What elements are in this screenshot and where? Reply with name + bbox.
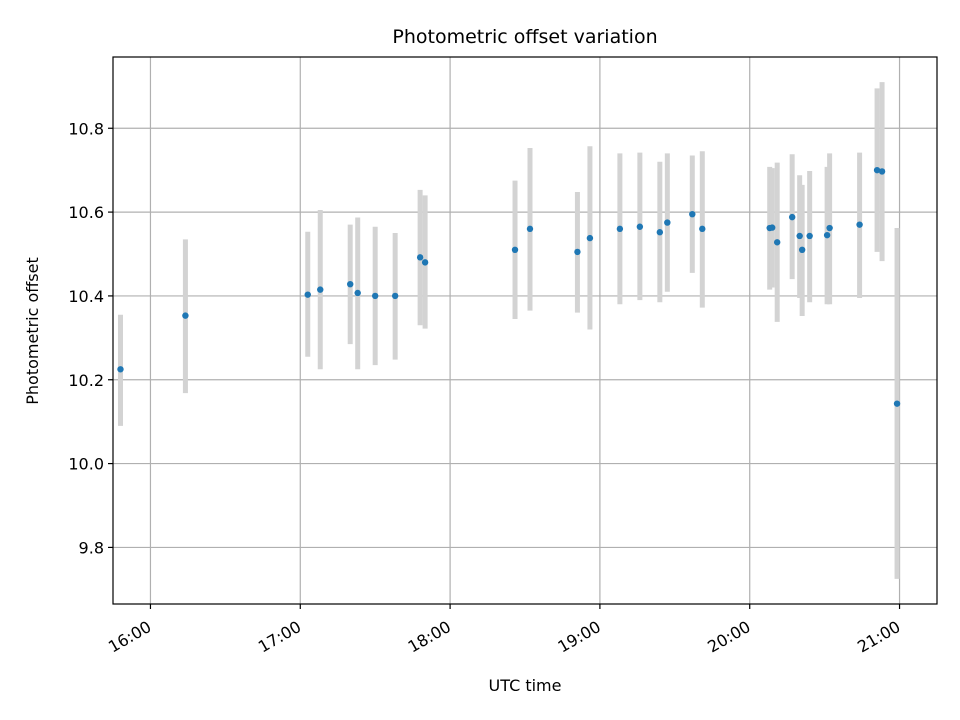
y-tick-label: 10.6 [68, 203, 104, 222]
data-point [796, 232, 803, 240]
data-points [117, 166, 901, 407]
data-point [769, 224, 776, 231]
data-point [391, 292, 399, 300]
y-tick-label: 10.8 [68, 119, 104, 138]
y-axis-title: Photometric offset [23, 257, 42, 405]
plot-frame [112, 56, 938, 605]
data-point [304, 291, 311, 298]
x-axis-title: UTC time [489, 676, 562, 695]
data-point [826, 224, 833, 232]
data-point [773, 239, 781, 246]
data-point [689, 210, 696, 218]
y-tick-label: 9.8 [79, 538, 104, 557]
data-point [656, 229, 664, 236]
data-point [416, 254, 424, 261]
y-tick-label: 10.0 [68, 455, 104, 474]
data-point [798, 246, 806, 254]
data-point [616, 225, 624, 233]
y-tick-label: 10.4 [68, 287, 104, 306]
data-point [873, 166, 881, 174]
data-point [421, 259, 429, 266]
data-point [823, 231, 831, 239]
data-point [354, 289, 361, 297]
data-point [664, 219, 671, 226]
chart-title: Photometric offset variation [392, 26, 657, 48]
data-point [788, 213, 796, 221]
data-point [117, 366, 124, 373]
y-axis: 9.8 10.0 10.2 10.4 10.6 10.8 [68, 119, 113, 557]
data-point [699, 225, 706, 233]
y-tick-label: 10.2 [68, 371, 104, 390]
data-point [893, 400, 901, 407]
data-point [317, 286, 324, 293]
data-point [574, 248, 581, 256]
data-point [182, 312, 189, 319]
data-point [526, 225, 534, 233]
data-point [347, 280, 354, 288]
data-point [586, 234, 594, 242]
data-point [856, 221, 863, 228]
data-point [371, 292, 379, 300]
data-point [878, 168, 886, 175]
data-point [806, 232, 813, 240]
data-point [636, 223, 644, 230]
data-point [511, 246, 519, 254]
